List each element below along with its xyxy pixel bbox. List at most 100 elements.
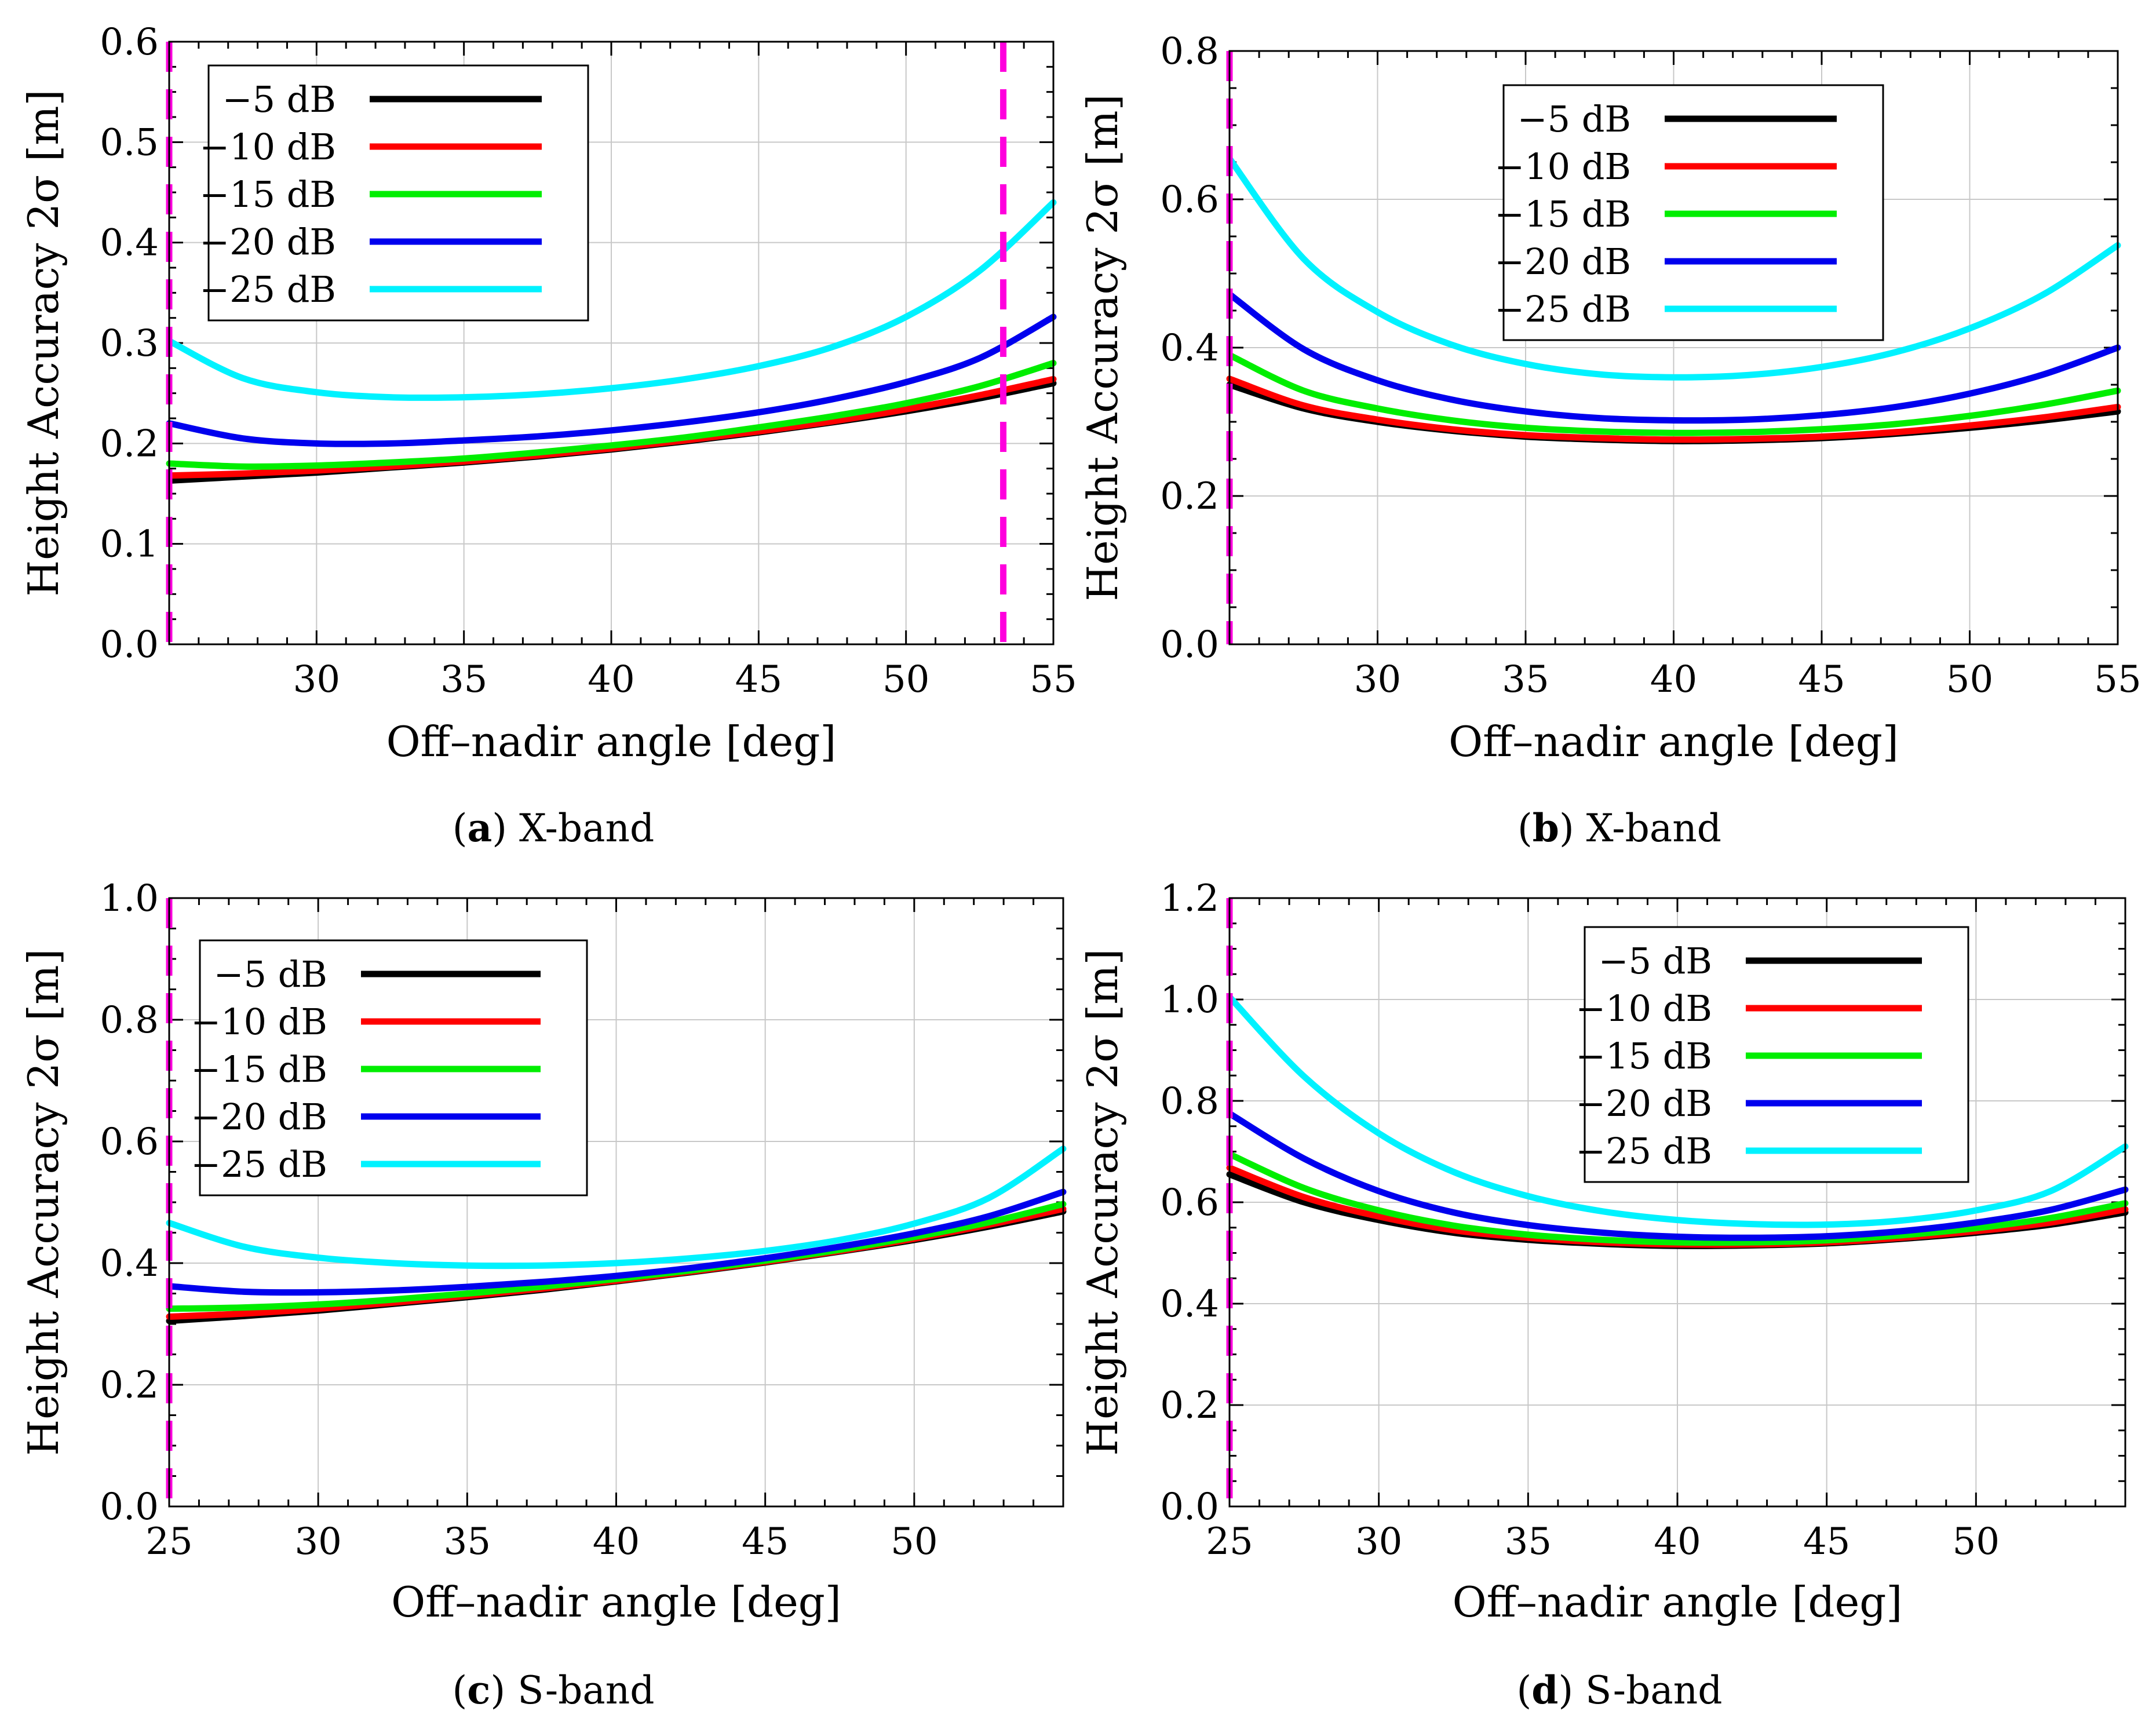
panel-c: 25 30 35 40 45 50 0.0 0.2 0.4 0.6 0.8 1.0 −5 dB −10 d…: [19, 877, 1067, 1713]
y-tick-label: 0.2: [1160, 1384, 1219, 1427]
legend-label: −10 dB: [199, 126, 336, 168]
series-group: [1226, 155, 2121, 444]
x-axis-label: Off–nadir angle [deg]: [386, 717, 837, 766]
panel-caption: (c) S-band: [453, 1668, 655, 1713]
y-tick-label: 0.6: [1160, 178, 1219, 221]
y-tick-label: 0.6: [100, 21, 159, 64]
series-line-4: [1226, 155, 2121, 381]
panel-b: 30 35 40 45 50 55 0.0 0.2 0.4 0.6 0.8 −5 dB −10 dB −1…: [1078, 30, 2142, 851]
series-line-2: [1226, 352, 2121, 436]
caption-paren-close: ): [1558, 1668, 1585, 1713]
caption-paren-close: ): [490, 1668, 517, 1713]
y-tick-label: 0.6: [1160, 1181, 1219, 1224]
legend-label: −20 dB: [1575, 1082, 1712, 1125]
y-tick-label: 1.2: [1160, 877, 1219, 920]
x-tick-label: 35: [1505, 1520, 1552, 1563]
series-line-3: [1226, 291, 2121, 424]
y-tick-label: 0.0: [100, 623, 159, 666]
y-tick-label: 0.4: [1160, 1283, 1219, 1326]
y-tick-label: 0.1: [100, 523, 159, 566]
series-line-3: [166, 1188, 1067, 1296]
legend-label: −5 dB: [1517, 98, 1631, 140]
y-tick-label: 0.6: [100, 1121, 159, 1163]
y-tick-label: 0.2: [100, 1364, 159, 1407]
x-axis-label: Off–nadir angle [deg]: [391, 1578, 841, 1626]
panel-caption: (a) X-band: [453, 805, 655, 851]
series-group: [166, 199, 1057, 484]
plot-frame: [168, 897, 1064, 1508]
legend-label: −25 dB: [191, 1143, 327, 1185]
y-tick-label: 0.4: [100, 1242, 159, 1285]
caption-text: X-band: [519, 806, 654, 851]
series-line-3: [1226, 1110, 2129, 1241]
y-tick-label: 0.8: [1160, 1080, 1219, 1123]
y-axis-label: Height Accuracy 2σ [m]: [1078, 948, 1127, 1455]
series-line-4: [166, 199, 1057, 401]
plot-frame: [168, 41, 1055, 645]
caption-letter: a: [467, 805, 492, 851]
legend: −5 dB −10 dB −15 dB −20 dB −25 dB: [1494, 84, 1884, 341]
x-tick-label: 35: [1502, 658, 1549, 701]
caption-paren-close: ): [1559, 806, 1586, 851]
legend-label: −15 dB: [1575, 1035, 1712, 1077]
x-tick-label: 50: [891, 1520, 937, 1563]
y-tick-label: 0.5: [100, 121, 159, 164]
x-tick-label: 50: [1953, 1520, 2000, 1563]
caption-paren-open: (: [1517, 1668, 1532, 1713]
panel-caption: (d) S-band: [1517, 1668, 1723, 1713]
series-line-4: [1226, 994, 2129, 1228]
y-tick-label: 0.8: [1160, 30, 1219, 73]
legend-label: −10 dB: [1494, 145, 1631, 188]
legend-label: −5 dB: [222, 78, 336, 121]
plot-frame: [1228, 897, 2126, 1508]
y-tick-label: 1.0: [1160, 979, 1219, 1021]
x-tick-label: 50: [1946, 658, 1993, 701]
legend-label: −25 dB: [1575, 1130, 1712, 1172]
x-tick-label: 35: [440, 658, 487, 701]
legend: −5 dB −10 dB −15 dB −20 dB −25 dB: [199, 64, 589, 322]
legend-label: −20 dB: [199, 221, 336, 263]
legend: −5 dB −10 dB −15 dB −20 dB −25 dB: [191, 939, 588, 1196]
x-tick-label: 55: [1030, 658, 1077, 701]
legend-label: −15 dB: [199, 173, 336, 216]
legend-label: −10 dB: [1575, 987, 1712, 1030]
legend-label: −20 dB: [191, 1096, 327, 1138]
y-tick-label: 0.4: [100, 222, 159, 265]
caption-paren-close: ): [492, 806, 519, 851]
legend-label: −5 dB: [1599, 940, 1712, 982]
y-tick-label: 0.2: [100, 422, 159, 465]
x-tick-label: 30: [293, 658, 340, 701]
legend-label: −10 dB: [191, 1001, 327, 1043]
legend: −5 dB −10 dB −15 dB −20 dB −25 dB: [1575, 926, 1969, 1183]
panel-d: 25 30 35 40 45 50 0.0 0.2 0.4 0.6 0.8 1.0 1.2 −5 dB −1…: [1078, 877, 2129, 1713]
caption-text: S-band: [1585, 1668, 1722, 1713]
x-tick-label: 40: [593, 1520, 640, 1563]
x-tick-label: 25: [145, 1520, 192, 1563]
caption-paren-open: (: [453, 1668, 468, 1713]
x-tick-label: 55: [2094, 658, 2141, 701]
x-tick-label: 45: [742, 1520, 789, 1563]
legend-label: −25 dB: [199, 268, 336, 311]
series-group: [166, 1145, 1067, 1325]
series-line-3: [166, 313, 1057, 447]
x-tick-label: 45: [1803, 1520, 1850, 1563]
x-tick-label: 40: [1654, 1520, 1701, 1563]
x-tick-label: 30: [1354, 658, 1401, 701]
legend-label: −15 dB: [1494, 193, 1631, 235]
y-axis-label: Height Accuracy 2σ [m]: [1078, 94, 1127, 601]
x-tick-label: 45: [1798, 658, 1845, 701]
legend-label: −20 dB: [1494, 240, 1631, 283]
x-tick-label: 30: [294, 1520, 341, 1563]
caption-text: X-band: [1586, 806, 1721, 851]
x-tick-label: 40: [588, 658, 634, 701]
x-axis-label: Off–nadir angle [deg]: [1453, 1578, 1903, 1626]
panel-caption: (b) X-band: [1517, 805, 1721, 851]
x-tick-label: 45: [735, 658, 782, 701]
legend-label: −15 dB: [191, 1048, 327, 1090]
panel-a: 30 35 40 45 50 55 0.0 0.1 0.2 0.3 0.4 0.5 0.6 −5 dB −1…: [19, 21, 1077, 851]
y-tick-label: 0.3: [100, 322, 159, 365]
x-tick-label: 25: [1206, 1520, 1253, 1563]
series-group: [1226, 994, 2129, 1249]
caption-text: S-band: [517, 1668, 654, 1713]
x-tick-label: 50: [882, 658, 929, 701]
